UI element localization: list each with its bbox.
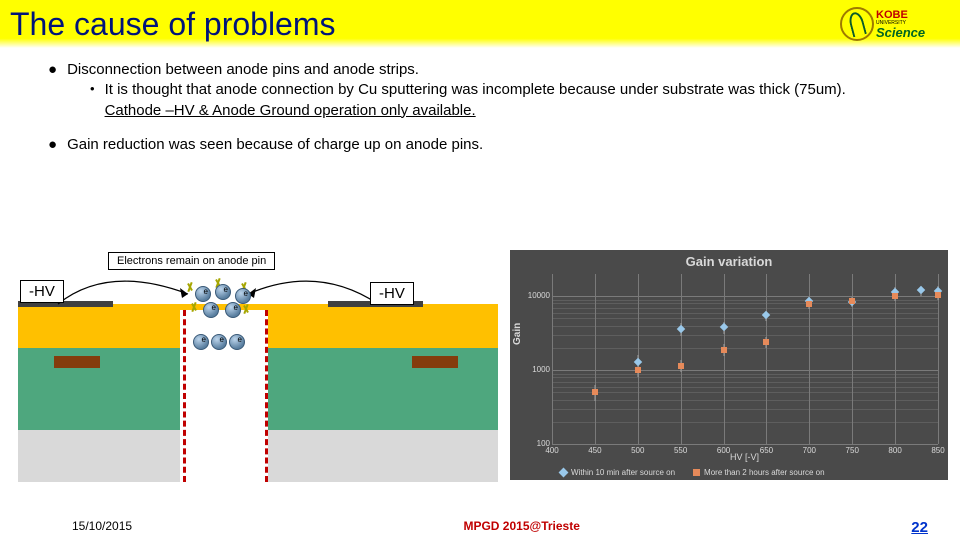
footer-page: 22 [911, 519, 928, 536]
footer-date: 15/10/2015 [72, 519, 132, 536]
xtick-label: 700 [803, 446, 816, 455]
legend-series-2: More than 2 hours after source on [693, 468, 825, 477]
bullet-1-text: Disconnection between anode pins and ano… [67, 60, 419, 80]
chart-ylabel: Gain [512, 323, 523, 345]
xtick-label: 500 [631, 446, 644, 455]
electron-label: Electrons remain on anode pin [108, 252, 275, 270]
xtick-label: 850 [931, 446, 944, 455]
xtick-label: 800 [888, 446, 901, 455]
xtick-label: 650 [760, 446, 773, 455]
anode-strip-left [54, 356, 100, 368]
logo-text-1: KOBE [876, 10, 925, 21]
anode-strip-right [412, 356, 458, 368]
bullet-2-text: Gain reduction was seen because of charg… [67, 135, 483, 155]
chart-point [892, 293, 898, 299]
chart-point [849, 298, 855, 304]
hv-label-left: -HV [20, 280, 64, 303]
chart-legend: Within 10 min after source on More than … [560, 468, 825, 477]
cross-section-diagram: Electrons remain on anode pin -HV -HV e … [18, 252, 498, 482]
footer: 15/10/2015 MPGD 2015@Trieste 22 [0, 519, 960, 536]
electron-cluster: e e e e e e e e [183, 280, 271, 350]
hv-label-right: -HV [370, 282, 414, 305]
logo-circle-icon [840, 7, 874, 41]
chart-title: Gain variation [510, 250, 948, 271]
xtick-label: 450 [588, 446, 601, 455]
chart-xlabel: HV [-V] [730, 452, 759, 462]
chart-point [917, 286, 925, 294]
footer-center: MPGD 2015@Trieste [463, 519, 579, 536]
chart-point [806, 301, 812, 307]
chart-point [721, 347, 727, 353]
bullet-2: ● Gain reduction was seen because of cha… [40, 135, 920, 155]
slide-title: The cause of problems [10, 6, 336, 43]
ytick-label: 10000 [516, 291, 550, 300]
chart-point [635, 367, 641, 373]
logo-text-3: Science [876, 26, 925, 39]
ytick-label: 1000 [516, 365, 550, 374]
chart-plot [552, 274, 938, 444]
kobe-logo: KOBE UNIVERSITY Science [840, 4, 950, 44]
bullet-1b-text: Cathode –HV & Anode Ground operation onl… [105, 102, 476, 119]
xtick-label: 750 [846, 446, 859, 455]
xtick-label: 550 [674, 446, 687, 455]
bullet-1a-text: It is thought that anode connection by C… [105, 81, 846, 98]
chart-point [719, 323, 727, 331]
xtick-label: 600 [717, 446, 730, 455]
chart-point [678, 363, 684, 369]
xtick-label: 400 [545, 446, 558, 455]
title-bar: The cause of problems KOBE UNIVERSITY Sc… [0, 0, 960, 48]
content-area: ● Disconnection between anode pins and a… [0, 48, 960, 155]
gain-chart: Gain variation Gain HV [-V] Within 10 mi… [510, 250, 948, 480]
legend-series-1: Within 10 min after source on [560, 468, 675, 477]
chart-point [763, 339, 769, 345]
chart-point [592, 389, 598, 395]
chart-point [935, 292, 941, 298]
bullet-1: ● Disconnection between anode pins and a… [40, 60, 920, 80]
arrow-left [48, 274, 198, 324]
bullet-1a: • It is thought that anode connection by… [90, 80, 920, 121]
chart-point [634, 357, 642, 365]
